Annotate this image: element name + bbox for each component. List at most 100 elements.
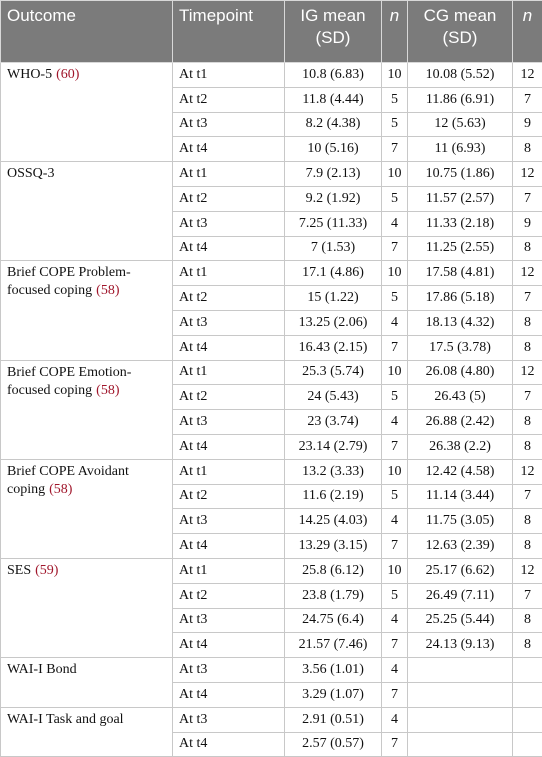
table-row: Brief COPE Avoidant coping (58) At t1 13.2 … xyxy=(0,458,542,559)
ig-mean: 7 (1.53) xyxy=(284,235,382,262)
cg-n: 7 xyxy=(512,86,542,113)
cg-n: 12 xyxy=(512,557,542,584)
ig-n: 4 xyxy=(381,309,408,336)
table-row: At t2 11.6 (2.19) 5 11.14 (3.44) 7 xyxy=(1,483,542,510)
cg-n: 7 xyxy=(512,185,542,212)
cg-n: 9 xyxy=(512,111,542,138)
table-row: At t3 14.25 (4.03) 4 11.75 (3.05) 8 xyxy=(1,508,542,535)
ig-mean: 13.2 (3.33) xyxy=(284,458,382,485)
ig-n: 5 xyxy=(381,111,408,138)
ig-mean: 23 (3.74) xyxy=(284,409,382,435)
timepoint: At t4 xyxy=(172,433,285,460)
ig-n: 10 xyxy=(381,62,408,88)
ig-mean: 24 (5.43) xyxy=(284,384,382,411)
cg-mean: 26.38 (2.2) xyxy=(407,433,513,460)
ig-n: 4 xyxy=(381,210,408,237)
ig-mean: 25.3 (5.74) xyxy=(284,359,382,386)
table-row: At t2 24 (5.43) 5 26.43 (5) 7 xyxy=(1,384,542,411)
ig-mean: 7.25 (11.33) xyxy=(284,210,382,237)
ig-n: 5 xyxy=(381,384,408,411)
timepoint: At t1 xyxy=(172,359,285,386)
cg-mean: 12.63 (2.39) xyxy=(407,533,513,559)
outcome-label: WAI-I Task and goal xyxy=(7,711,124,727)
ig-n: 4 xyxy=(381,706,408,733)
ig-mean: 10.8 (6.83) xyxy=(284,62,382,88)
outcome-label: WAI-I Bond xyxy=(7,662,77,678)
cg-mean: 11.33 (2.18) xyxy=(407,210,513,237)
table-header: Outcome Timepoint IG mean (SD) n CG mean (SD… xyxy=(0,0,542,63)
cg-mean: 11 (6.93) xyxy=(407,136,513,163)
table-row: At t4 21.57 (7.46) 7 24.13 (9.13) 8 xyxy=(1,632,542,659)
table-row: At t4 16.43 (2.15) 7 17.5 (3.78) 8 xyxy=(1,334,542,361)
ig-mean: 11.6 (2.19) xyxy=(284,483,382,510)
cg-mean: 17.86 (5.18) xyxy=(407,285,513,311)
cg-mean xyxy=(407,706,513,733)
outcome-label: SES xyxy=(7,562,32,578)
ig-mean: 13.29 (3.15) xyxy=(284,533,382,559)
ig-mean: 23.14 (2.79) xyxy=(284,433,382,460)
column-header: n xyxy=(381,0,408,63)
ig-n: 10 xyxy=(381,557,408,584)
timepoint: At t2 xyxy=(172,582,285,609)
timepoint: At t2 xyxy=(172,384,285,411)
ig-n: 7 xyxy=(381,433,408,460)
ig-mean: 17.1 (4.86) xyxy=(284,260,382,287)
cg-n xyxy=(512,731,542,757)
timepoint: At t2 xyxy=(172,86,285,113)
cg-mean: 18.13 (4.32) xyxy=(407,309,513,336)
outcome-label: WHO-5 xyxy=(7,67,53,82)
table-row: Brief COPE Problem-focused coping (58) At … xyxy=(0,260,542,361)
timepoint: At t3 xyxy=(172,706,285,733)
ig-n: 7 xyxy=(381,334,408,361)
timepoint: At t3 xyxy=(172,508,285,535)
column-header: CG mean (SD) xyxy=(407,0,513,63)
table-row: WHO-5 (60) At t1 10.8 (6.83) 10 10.08 (5.52) 1… xyxy=(0,61,542,163)
table-row: At t2 9.2 (1.92) 5 11.57 (2.57) 7 xyxy=(1,185,542,212)
timepoint: At t1 xyxy=(172,458,285,485)
outcome-label: Brief COPE Problem-focused coping xyxy=(7,265,131,299)
ig-n: 4 xyxy=(381,657,408,683)
cg-mean: 11.75 (3.05) xyxy=(407,508,513,535)
table-row: WAI-I Task and goal At t3 2.91 (0.51) 4 xyxy=(0,706,542,757)
table-row: At t2 15 (1.22) 5 17.86 (5.18) 7 xyxy=(1,285,542,311)
ig-mean: 23.8 (1.79) xyxy=(284,582,382,609)
ig-n: 4 xyxy=(381,409,408,435)
cg-n: 7 xyxy=(512,384,542,411)
ig-n: 5 xyxy=(381,285,408,311)
ig-mean: 10 (5.16) xyxy=(284,136,382,163)
table-body: WHO-5 (60) At t1 10.8 (6.83) 10 10.08 (5.52) 1… xyxy=(0,61,542,757)
cg-n: 12 xyxy=(512,260,542,287)
cg-n: 8 xyxy=(512,136,542,163)
timepoint: At t2 xyxy=(172,285,285,311)
cg-mean: 26.08 (4.80) xyxy=(407,359,513,386)
reference-link: (60) xyxy=(56,67,80,82)
timepoint: At t4 xyxy=(172,136,285,163)
timepoint: At t3 xyxy=(172,657,285,683)
ig-mean: 11.8 (4.44) xyxy=(284,86,382,113)
cg-mean: 24.13 (9.13) xyxy=(407,632,513,659)
cg-mean xyxy=(407,681,513,708)
ig-n: 10 xyxy=(381,359,408,386)
cg-mean: 11.86 (6.91) xyxy=(407,86,513,113)
cg-mean: 26.43 (5) xyxy=(407,384,513,411)
ig-mean: 8.2 (4.38) xyxy=(284,111,382,138)
ig-mean: 14.25 (4.03) xyxy=(284,508,382,535)
outcome-cell: WHO-5 (60) xyxy=(0,61,173,163)
timepoint: At t3 xyxy=(172,111,285,138)
cg-mean: 26.49 (7.11) xyxy=(407,582,513,609)
table-row: OSSQ-3 At t1 7.9 (2.13) 10 10.75 (1.86) 12 xyxy=(0,161,542,262)
table-row: At t4 2.57 (0.57) 7 xyxy=(1,731,542,757)
ig-n: 4 xyxy=(381,607,408,634)
ig-n: 7 xyxy=(381,235,408,262)
reference-link: (59) xyxy=(35,562,59,578)
cg-n: 7 xyxy=(512,285,542,311)
timepoint: At t4 xyxy=(172,334,285,361)
cg-mean: 26.88 (2.42) xyxy=(407,409,513,435)
ig-n: 4 xyxy=(381,508,408,535)
ig-mean: 2.57 (0.57) xyxy=(284,731,382,757)
outcome-cell: Brief COPE Avoidant coping (58) xyxy=(0,458,173,559)
outcome-label: Brief COPE Avoidant coping xyxy=(7,463,129,497)
ig-mean: 16.43 (2.15) xyxy=(284,334,382,361)
table-row: At t3 13.25 (2.06) 4 18.13 (4.32) 8 xyxy=(1,309,542,336)
timepoint: At t1 xyxy=(172,62,285,88)
